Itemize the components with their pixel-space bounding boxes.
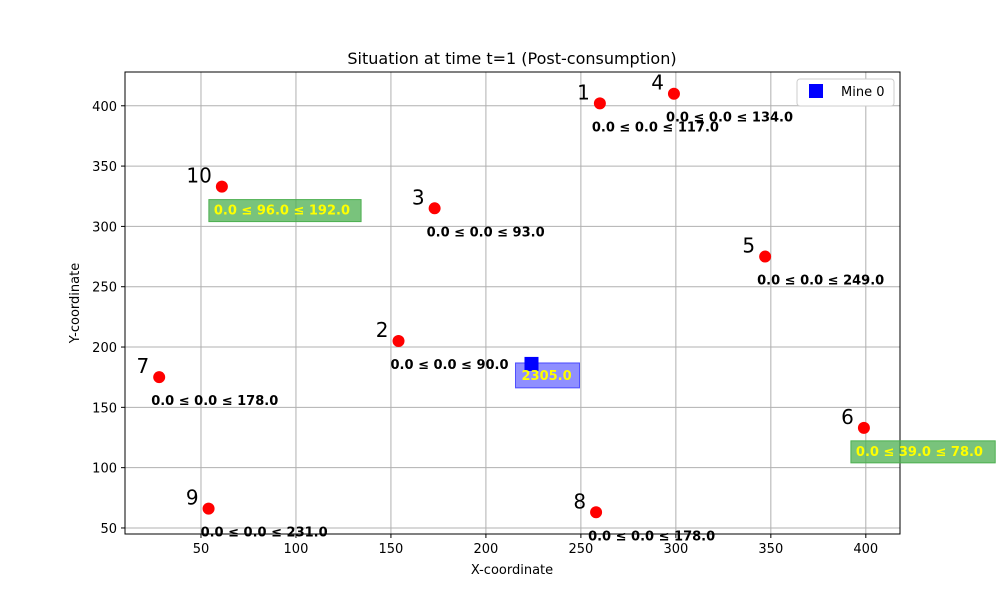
- data-point-5: [759, 250, 772, 263]
- point-id-label-1: 1: [577, 80, 590, 104]
- grid-lines: [125, 72, 900, 534]
- highlight-box-10: [208, 199, 362, 223]
- x-tick-label: 50: [193, 542, 210, 557]
- legend-mine-marker: [809, 84, 823, 98]
- range-label-7: 0.0 ≤ 0.0 ≤ 178.0: [151, 394, 278, 409]
- y-tick-label: 50: [100, 522, 117, 537]
- axis-ticks: 50 100 150 200 250 300 350 400 50 100 150 200 250 300…: [92, 100, 878, 557]
- y-tick-label: 150: [92, 401, 117, 416]
- x-tick-label: 300: [663, 542, 688, 557]
- range-label-3: 0.0 ≤ 0.0 ≤ 93.0: [427, 225, 545, 240]
- legend-label-mine: Mine 0: [841, 85, 884, 100]
- point-id-label-7: 7: [136, 354, 149, 378]
- point-id-label-8: 8: [573, 489, 586, 513]
- x-tick-label: 250: [568, 542, 593, 557]
- y-tick-label: 400: [92, 100, 117, 115]
- plot-area-frame: [124, 71, 901, 535]
- range-label-1: 0.0 ≤ 0.0 ≤ 117.0: [592, 120, 719, 135]
- point-id-label-9: 9: [186, 486, 199, 510]
- y-tick-label: 300: [92, 220, 117, 235]
- point-id-label-10: 10: [186, 164, 211, 188]
- mine-layer: 2305.0: [514, 356, 580, 389]
- point-id-label-3: 3: [412, 185, 425, 209]
- range-label-10: 0.0 ≤ 96.0 ≤ 192.0: [214, 204, 350, 219]
- data-point-6: [857, 421, 870, 434]
- data-point-3: [428, 202, 441, 215]
- point-id-label-5: 5: [742, 234, 755, 258]
- x-tick-label: 400: [853, 542, 878, 557]
- x-tick-label: 350: [758, 542, 783, 557]
- range-label-6: 0.0 ≤ 39.0 ≤ 78.0: [856, 445, 983, 460]
- point-id-label-6: 6: [841, 405, 854, 429]
- data-point-9: [202, 502, 215, 515]
- point-id-label-4: 4: [651, 71, 664, 95]
- points-layer: 1 0.0 ≤ 0.0 ≤ 117.0 2 0.0 ≤ 0.0 ≤ 90.0 3 0.0 …: [136, 71, 996, 544]
- data-point-7: [153, 371, 166, 384]
- point-id-label-2: 2: [376, 318, 389, 342]
- y-tick-label: 250: [92, 281, 117, 296]
- range-label-5: 0.0 ≤ 0.0 ≤ 249.0: [757, 274, 884, 289]
- x-axis-title: X-coordinate: [471, 563, 553, 578]
- chart-title: Situation at time t=1 (Post-consumption): [347, 49, 676, 68]
- range-label-4: 0.0 ≤ 0.0 ≤ 134.0: [666, 111, 793, 126]
- data-point-4: [667, 87, 680, 100]
- data-point-1: [593, 97, 606, 110]
- y-tick-label: 200: [92, 341, 117, 356]
- y-tick-label: 350: [92, 160, 117, 175]
- data-point-10: [215, 180, 228, 193]
- y-axis-title: Y-coordinate: [68, 263, 83, 344]
- range-label-9: 0.0 ≤ 0.0 ≤ 231.0: [201, 526, 328, 541]
- x-tick-label: 200: [473, 542, 498, 557]
- legend: Mine 0: [796, 78, 895, 107]
- data-point-8: [590, 506, 603, 519]
- x-tick-label: 100: [284, 542, 309, 557]
- data-point-2: [392, 334, 405, 347]
- highlight-box-6: [850, 440, 996, 464]
- range-label-8: 0.0 ≤ 0.0 ≤ 178.0: [588, 529, 715, 544]
- mine-marker: [524, 356, 539, 371]
- y-tick-label: 100: [92, 462, 117, 477]
- x-tick-label: 150: [379, 542, 404, 557]
- range-label-2: 0.0 ≤ 0.0 ≤ 90.0: [391, 358, 509, 373]
- mine-value-label: 2305.0: [521, 369, 571, 384]
